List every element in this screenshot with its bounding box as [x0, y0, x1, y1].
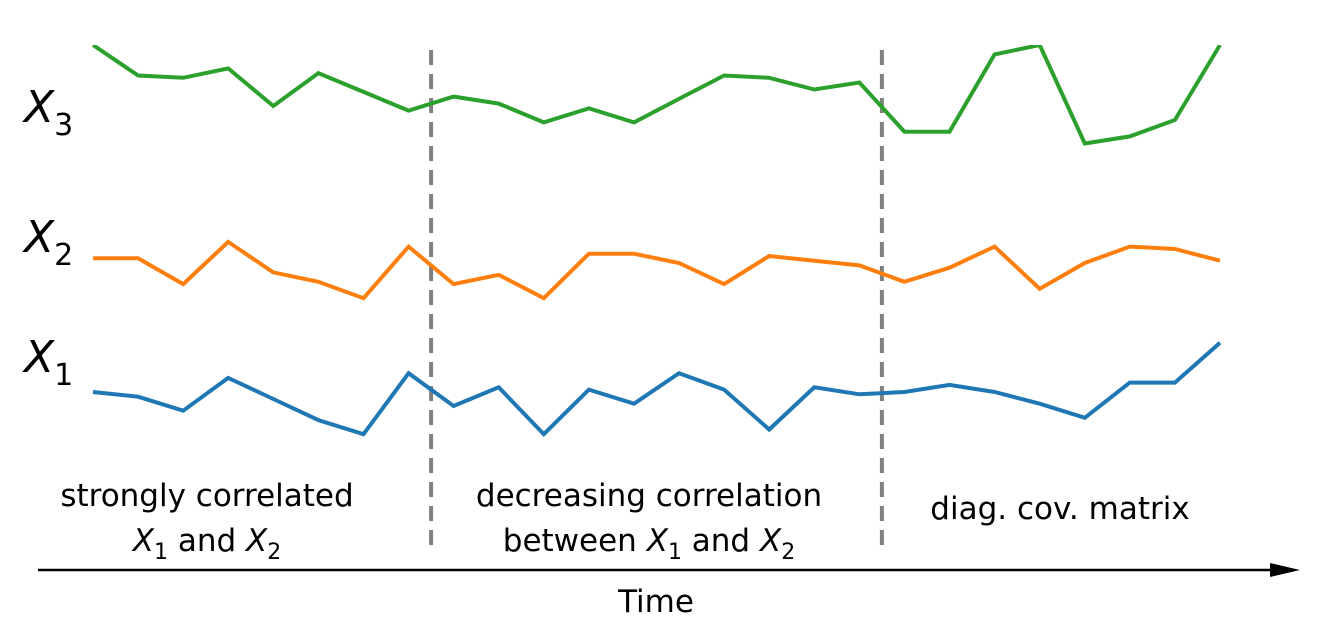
segment-annotations: strongly correlated X1 and X2 decreasing c… [60, 478, 1189, 565]
series-line-x1 [92, 341, 1222, 438]
annotation-3-line-1: diag. cov. matrix [930, 491, 1189, 527]
series-line-x2 [93, 239, 1221, 301]
series-label-x3: X3 [22, 82, 73, 143]
series-line-x3 [91, 45, 1222, 146]
time-axis: Time [38, 563, 1300, 620]
segment-boundaries [429, 50, 884, 545]
series-label-x1: X1 [22, 332, 73, 393]
series-labels: X1 X2 X3 [22, 82, 73, 393]
time-axis-arrowhead [1270, 563, 1300, 577]
annotation-1-line-2: X1 and X2 [131, 523, 282, 565]
annotation-2-line-2: between X1 and X2 [503, 523, 795, 565]
annotation-2-line-1: decreasing correlation [476, 478, 822, 514]
series-lines [91, 45, 1222, 438]
annotation-1-line-1: strongly correlated [60, 478, 353, 514]
x-axis-label: Time [617, 584, 694, 620]
series-label-x2: X2 [22, 212, 73, 273]
